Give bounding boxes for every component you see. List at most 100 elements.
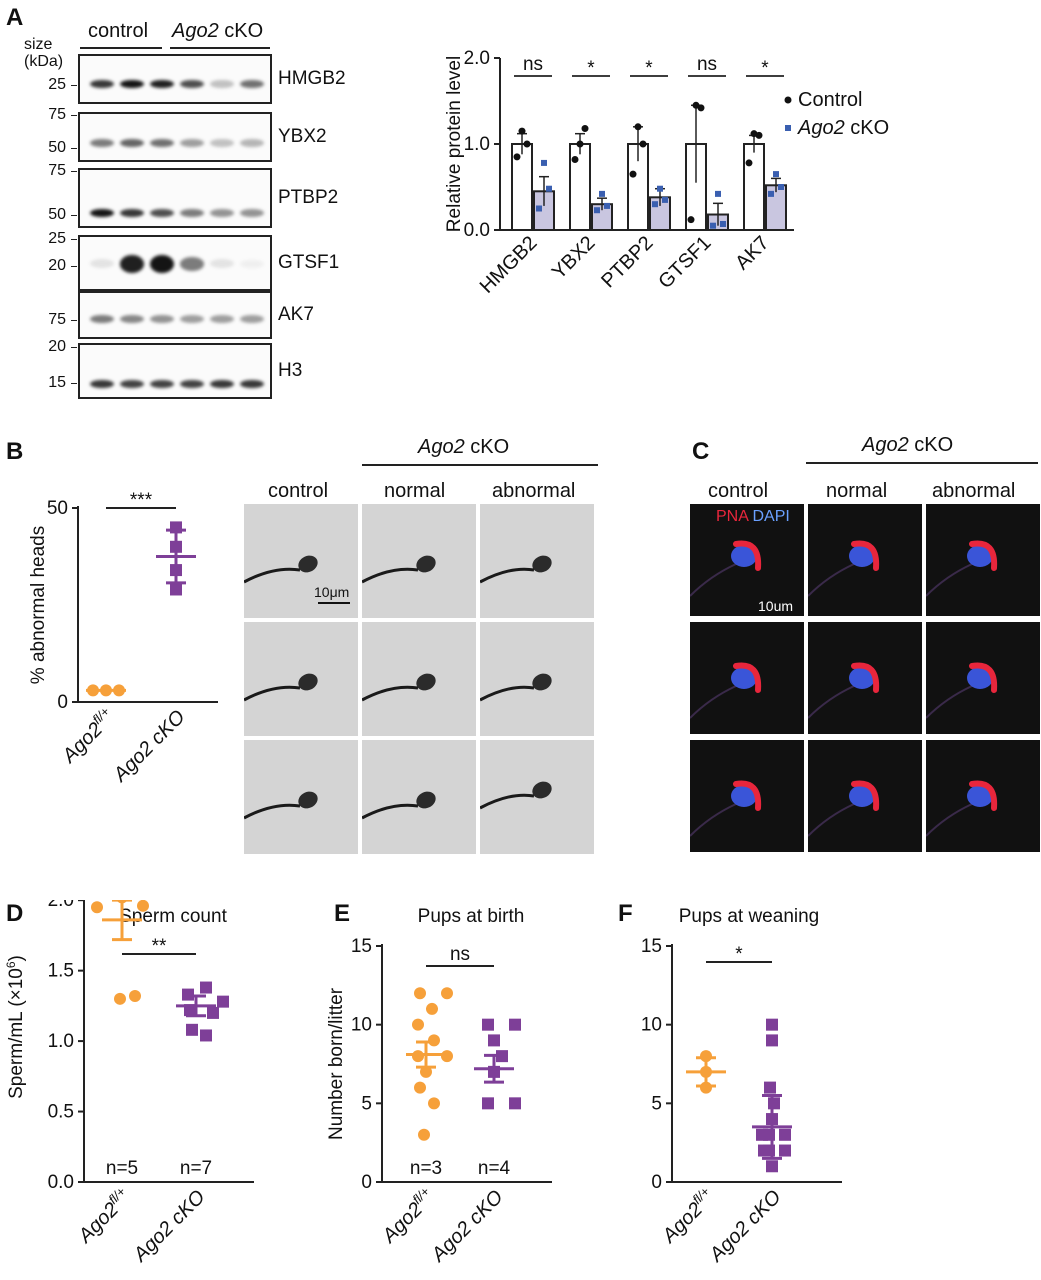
- sperm-tail: [690, 563, 737, 597]
- sperm-fluorescence: [690, 662, 762, 719]
- sperm-drawing: [244, 555, 318, 584]
- fluorescence-image: [808, 740, 922, 852]
- size-marker-tick: [71, 383, 77, 385]
- b-col-control: control: [268, 480, 329, 502]
- legend-marker-cko: [785, 125, 791, 131]
- data-point: [412, 1050, 424, 1063]
- y-tick-label: 5: [651, 1093, 662, 1114]
- size-marker: 50: [48, 139, 66, 156]
- band: [150, 315, 174, 324]
- size-header: size (kDa): [24, 36, 64, 70]
- legend-label-control: Control: [798, 89, 862, 111]
- data-point: [414, 1081, 426, 1094]
- panel-label-c: C: [692, 438, 710, 465]
- band: [120, 79, 144, 88]
- data-point: [571, 155, 579, 163]
- band: [210, 380, 234, 389]
- data-point: [745, 159, 753, 167]
- band: [180, 79, 204, 88]
- band: [180, 380, 204, 389]
- data-point: [652, 201, 658, 208]
- data-point: [91, 901, 103, 914]
- data-point: [428, 1034, 440, 1047]
- bright-field-image: [244, 504, 358, 618]
- category-label-ak7: AK7: [731, 232, 773, 274]
- panel-label-b: B: [6, 438, 24, 465]
- size-marker-tick: [71, 85, 77, 86]
- data-point: [657, 185, 663, 192]
- y-tick-label: 15: [641, 936, 662, 957]
- data-point: [766, 1018, 778, 1031]
- blot-hmgb2: [78, 54, 272, 104]
- band: [210, 79, 234, 88]
- sperm-tail: [480, 793, 535, 810]
- category-label-hmgb2: HMGB2: [476, 232, 542, 298]
- sperm-tail: [362, 685, 419, 702]
- sperm-tail: [926, 563, 973, 597]
- sperm-tail: [244, 803, 301, 820]
- band: [120, 380, 144, 389]
- n-label: n=5: [106, 1158, 138, 1179]
- size-marker-tick: [71, 347, 77, 349]
- data-point: [200, 981, 212, 994]
- y-tick-label: 0: [651, 1172, 662, 1193]
- n-label: n=4: [478, 1158, 511, 1179]
- c-header-line: [806, 462, 1038, 464]
- size-marker: 25: [48, 229, 66, 247]
- sperm-drawing: [244, 673, 318, 702]
- data-point: [766, 1160, 778, 1173]
- sperm-head: [532, 555, 552, 573]
- c-col-control: control: [708, 480, 769, 502]
- data-point: [576, 140, 584, 148]
- fluorescence-image: [808, 622, 922, 734]
- blot-label-h3: H3: [278, 360, 303, 381]
- data-point: [518, 127, 526, 135]
- band: [240, 315, 264, 324]
- data-point: [697, 104, 705, 112]
- y-axis-label: % abnormal heads: [28, 526, 49, 684]
- sperm-drawing: [362, 791, 436, 820]
- blot-label-ybx2: YBX2: [278, 126, 327, 147]
- size-marker-tick: [71, 319, 77, 321]
- chart-title: Pups at birth: [418, 906, 525, 927]
- dapi-signal: [849, 667, 875, 689]
- scale-bar: [756, 618, 800, 620]
- bright-field-image: [480, 622, 594, 736]
- band: [90, 139, 114, 147]
- pna-signal: [969, 780, 998, 811]
- b-col-normal: normal: [384, 480, 446, 502]
- data-point: [509, 1018, 521, 1031]
- dapi-signal: [967, 667, 993, 689]
- band: [240, 139, 264, 147]
- data-point: [488, 1034, 500, 1047]
- band: [90, 209, 114, 218]
- data-point: [710, 222, 716, 229]
- band: [120, 209, 144, 218]
- group-label: Ago2fl/+: [376, 1184, 440, 1248]
- sperm-tail: [926, 803, 973, 837]
- fluorescence-image: [690, 504, 804, 616]
- panel-label-f: F: [618, 900, 633, 927]
- data-point: [755, 131, 763, 139]
- y-tick-label: 0: [57, 692, 68, 713]
- data-point: [523, 140, 531, 148]
- blot-label-gtsf1: GTSF1: [278, 252, 340, 273]
- size-marker-tick: [71, 171, 77, 172]
- data-point: [604, 202, 610, 209]
- dapi-signal: [731, 785, 757, 807]
- sperm-tail: [690, 803, 737, 837]
- significance-label: ns: [450, 944, 470, 965]
- sperm-tail: [244, 567, 301, 584]
- c-col-normal: normal: [826, 480, 888, 502]
- fluorescence-image: [690, 740, 804, 852]
- data-point: [170, 583, 182, 596]
- blot-h3: [78, 343, 272, 399]
- sperm-tail: [480, 567, 535, 584]
- data-point: [129, 990, 141, 1002]
- data-point: [687, 216, 695, 224]
- band: [150, 209, 174, 218]
- size-marker: 25: [48, 76, 66, 93]
- size-marker-tick: [71, 114, 77, 116]
- size-marker-tick: [71, 265, 77, 267]
- sperm-fluorescence: [690, 780, 762, 837]
